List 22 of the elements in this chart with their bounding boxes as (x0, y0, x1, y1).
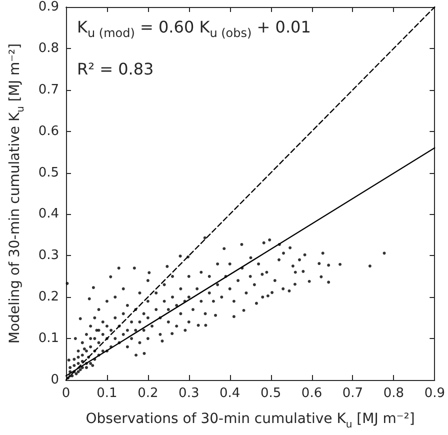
annotation: R² = 0.83 (77, 60, 154, 78)
y-tick-label: 0.8 (38, 40, 59, 56)
x-tick-label: 0.5 (260, 386, 282, 401)
y-tick-label: 0.4 (38, 206, 59, 222)
y-tick-label: 0.5 (38, 165, 59, 180)
y-tick-label: 0.9 (38, 0, 59, 14)
y-tick-label: 0.2 (38, 290, 59, 305)
x-tick-label: 0.6 (301, 386, 322, 401)
y-tick-label: 0 (50, 372, 59, 388)
x-tick-label: 0.4 (220, 386, 240, 401)
x-tick-label: 0.3 (178, 386, 200, 401)
y-tick-label: 0.7 (38, 82, 59, 98)
y-tick-label: 0.6 (38, 124, 59, 139)
x-tick-label: 0.9 (424, 386, 446, 401)
x-tick-label: 0.8 (383, 386, 404, 401)
y-tick-label: 0.1 (38, 331, 59, 346)
y-tick-label: 0.3 (38, 248, 59, 264)
x-tick-label: 0.2 (138, 386, 158, 401)
x-tick-label: 0.1 (96, 386, 118, 401)
x-tick-label: 0 (62, 386, 70, 401)
y-axis-title: Modeling of 30-min cumulative Ku [MJ m⁻²] (7, 43, 26, 344)
x-tick-label: 0.7 (342, 386, 364, 401)
